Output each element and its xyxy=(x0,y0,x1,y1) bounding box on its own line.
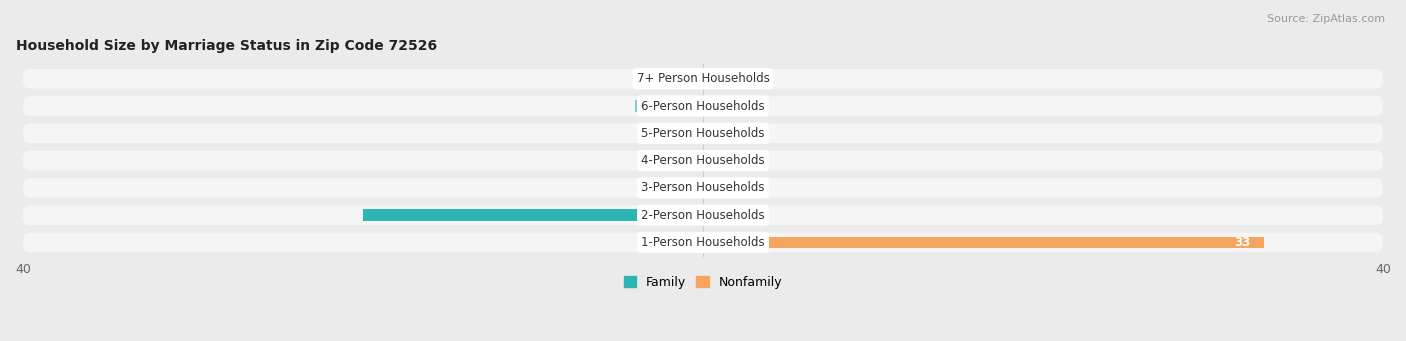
Text: 0: 0 xyxy=(679,127,686,140)
Text: 4: 4 xyxy=(679,100,686,113)
FancyBboxPatch shape xyxy=(22,151,1384,170)
Text: 6-Person Households: 6-Person Households xyxy=(641,100,765,113)
FancyBboxPatch shape xyxy=(22,69,1384,89)
Legend: Family, Nonfamily: Family, Nonfamily xyxy=(619,271,787,294)
Text: 33: 33 xyxy=(1234,236,1250,249)
Text: 20: 20 xyxy=(671,209,686,222)
Text: 0: 0 xyxy=(720,154,727,167)
Text: 5-Person Households: 5-Person Households xyxy=(641,127,765,140)
Bar xyxy=(686,155,703,166)
Text: 7+ Person Households: 7+ Person Households xyxy=(637,72,769,85)
FancyBboxPatch shape xyxy=(22,96,1384,116)
Text: 2-Person Households: 2-Person Households xyxy=(641,209,765,222)
Text: 1: 1 xyxy=(679,154,686,167)
FancyBboxPatch shape xyxy=(22,233,1384,252)
Bar xyxy=(703,237,1264,248)
FancyBboxPatch shape xyxy=(22,205,1384,225)
Text: 0: 0 xyxy=(720,72,727,85)
Text: Source: ZipAtlas.com: Source: ZipAtlas.com xyxy=(1267,14,1385,24)
Text: 3-Person Households: 3-Person Households xyxy=(641,181,765,194)
Text: 0: 0 xyxy=(720,100,727,113)
Text: 0: 0 xyxy=(679,181,686,194)
Text: 0: 0 xyxy=(679,236,686,249)
Text: Household Size by Marriage Status in Zip Code 72526: Household Size by Marriage Status in Zip… xyxy=(15,39,437,53)
Text: 0: 0 xyxy=(679,72,686,85)
Text: 4-Person Households: 4-Person Households xyxy=(641,154,765,167)
Text: 0: 0 xyxy=(720,181,727,194)
Text: 1-Person Households: 1-Person Households xyxy=(641,236,765,249)
FancyBboxPatch shape xyxy=(22,178,1384,198)
FancyBboxPatch shape xyxy=(22,123,1384,143)
Bar xyxy=(363,209,703,221)
Text: 0: 0 xyxy=(720,127,727,140)
Text: 0: 0 xyxy=(720,209,727,222)
Bar xyxy=(636,100,703,112)
